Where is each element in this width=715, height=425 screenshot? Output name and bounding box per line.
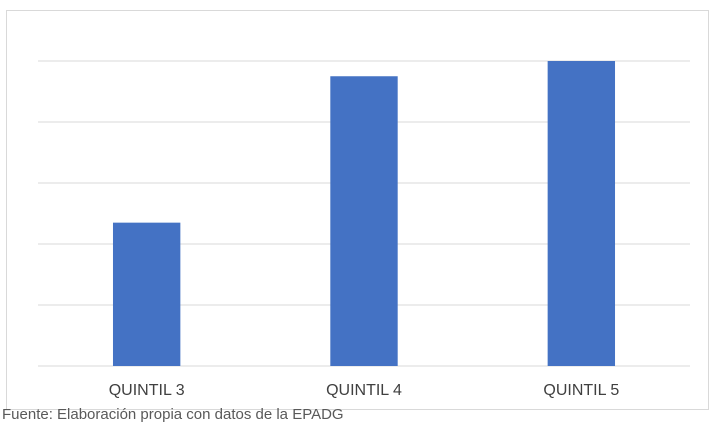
bars (112, 61, 616, 366)
source-note: Fuente: Elaboración propia con datos de … (2, 406, 344, 423)
category-label: QUINTIL 3 (109, 382, 185, 399)
category-label: QUINTIL 5 (543, 382, 619, 399)
bar-quintil-3 (112, 222, 181, 366)
bar-quintil-4 (330, 76, 398, 366)
bar-quintil-5 (547, 61, 616, 366)
category-labels: QUINTIL 3 QUINTIL 4 QUINTIL 5 (109, 382, 620, 399)
category-label: QUINTIL 4 (326, 382, 402, 399)
